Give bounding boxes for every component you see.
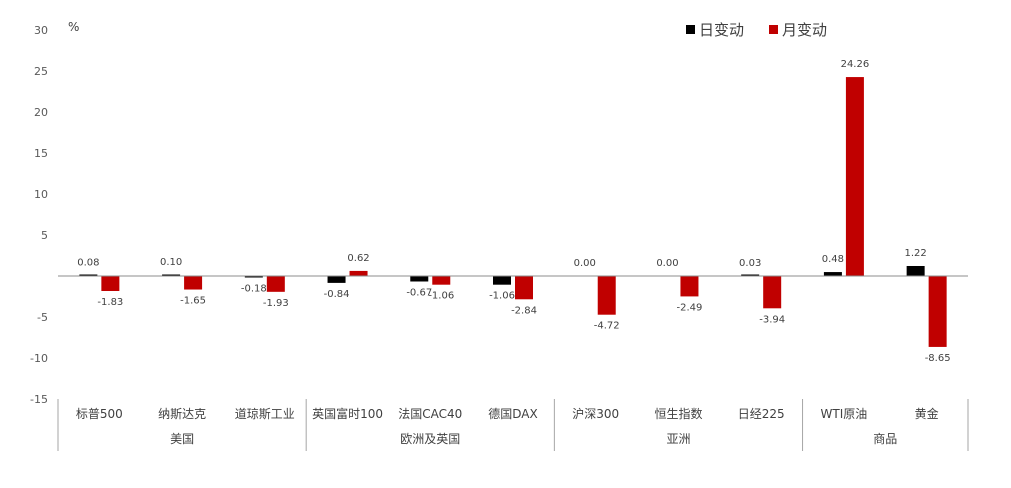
- category-label: 黄金: [915, 406, 939, 421]
- data-label-monthly: -1.06: [428, 291, 454, 302]
- legend-label-monthly: 月变动: [782, 21, 827, 39]
- y-tick-label: -15: [30, 393, 48, 406]
- data-label-daily: -0.18: [241, 283, 267, 294]
- bar-monthly: [763, 276, 782, 309]
- legend: 日变动 月变动: [686, 21, 827, 39]
- category-label: 恒生指数: [654, 406, 702, 421]
- legend-label-daily: 日变动: [699, 21, 744, 39]
- bar-monthly: [432, 276, 451, 285]
- bar-daily: [741, 274, 760, 276]
- bar-monthly: [184, 276, 203, 290]
- data-label-daily: 0.48: [822, 254, 844, 265]
- data-label-daily: 0.03: [739, 258, 761, 269]
- legend-swatch-monthly: [769, 25, 778, 34]
- data-label-monthly: 24.26: [841, 59, 870, 70]
- bar-daily: [410, 276, 429, 282]
- data-label-monthly: -3.94: [759, 314, 785, 325]
- data-label-monthly: -1.83: [97, 297, 123, 308]
- bar-monthly: [928, 276, 947, 347]
- group-label: 美国: [170, 432, 194, 446]
- category-label: 沪深300: [572, 407, 619, 421]
- bar-daily: [327, 276, 346, 283]
- bar-daily: [79, 274, 98, 276]
- data-labels: 0.08 -1.83 0.10 -1.65 -0.18 -1.93 -0.84 0.62 -0.…: [77, 59, 950, 364]
- data-label-daily: 0.00: [656, 258, 678, 269]
- group-label: 欧洲及英国: [400, 432, 460, 446]
- data-label-monthly: -8.65: [925, 353, 951, 364]
- data-label-monthly: -2.49: [677, 302, 703, 313]
- data-label-daily: 0.08: [77, 257, 99, 268]
- category-label: 德国DAX: [488, 406, 537, 421]
- bar-daily: [162, 274, 181, 276]
- bars: [79, 77, 947, 347]
- bar-daily: [823, 272, 842, 276]
- y-axis-unit-label: %: [68, 20, 79, 34]
- data-label-monthly: -2.84: [511, 305, 537, 316]
- bar-monthly: [515, 276, 533, 300]
- data-label-monthly: -1.93: [263, 298, 289, 309]
- bar-monthly: [349, 270, 368, 276]
- category-label: 法国CAC40: [398, 407, 462, 421]
- category-label: 标普500: [76, 407, 123, 421]
- legend-swatch-daily: [686, 25, 695, 34]
- category-label: 道琼斯工业: [235, 406, 295, 421]
- y-tick-label: -10: [30, 352, 48, 365]
- bar-monthly: [680, 276, 699, 297]
- bar-daily: [906, 265, 925, 276]
- category-label: WTI原油: [821, 407, 868, 421]
- y-axis-ticks: 30 25 20 15 10 5 -5 -10 -15: [30, 24, 48, 406]
- data-label-daily: 1.22: [905, 248, 927, 259]
- bar-monthly: [266, 276, 285, 292]
- data-label-monthly: -1.65: [180, 296, 206, 307]
- y-tick-label: 10: [34, 188, 48, 201]
- bar-daily: [244, 276, 263, 278]
- data-label-daily: -0.84: [324, 289, 350, 300]
- data-label-daily: 0.00: [574, 258, 596, 269]
- bar-daily: [493, 276, 511, 285]
- bar-monthly: [845, 77, 864, 277]
- bar-monthly: [101, 276, 120, 292]
- data-label-daily: 0.10: [160, 257, 182, 268]
- data-label-monthly: -4.72: [594, 321, 620, 332]
- y-tick-label: 15: [34, 147, 48, 160]
- data-label-monthly: 0.62: [347, 253, 369, 264]
- category-label: 日经225: [738, 407, 785, 421]
- category-label: 英国富时100: [312, 406, 383, 421]
- data-label-daily: -0.67: [406, 287, 432, 298]
- group-label: 亚洲: [666, 432, 690, 446]
- y-tick-label: 25: [34, 65, 48, 78]
- bar-monthly: [597, 276, 616, 315]
- group-label: 商品: [873, 431, 897, 446]
- category-label: 纳斯达克: [158, 407, 206, 421]
- y-tick-label: 5: [41, 229, 48, 242]
- y-tick-label: -5: [37, 311, 48, 324]
- category-axis: 标普500 纳斯达克 道琼斯工业 英国富时100 法国CAC40 德国DAX 沪深300 恒生…: [57, 399, 969, 451]
- y-tick-label: 30: [34, 24, 48, 37]
- data-label-daily: -1.06: [489, 291, 515, 302]
- y-tick-label: 20: [34, 106, 48, 119]
